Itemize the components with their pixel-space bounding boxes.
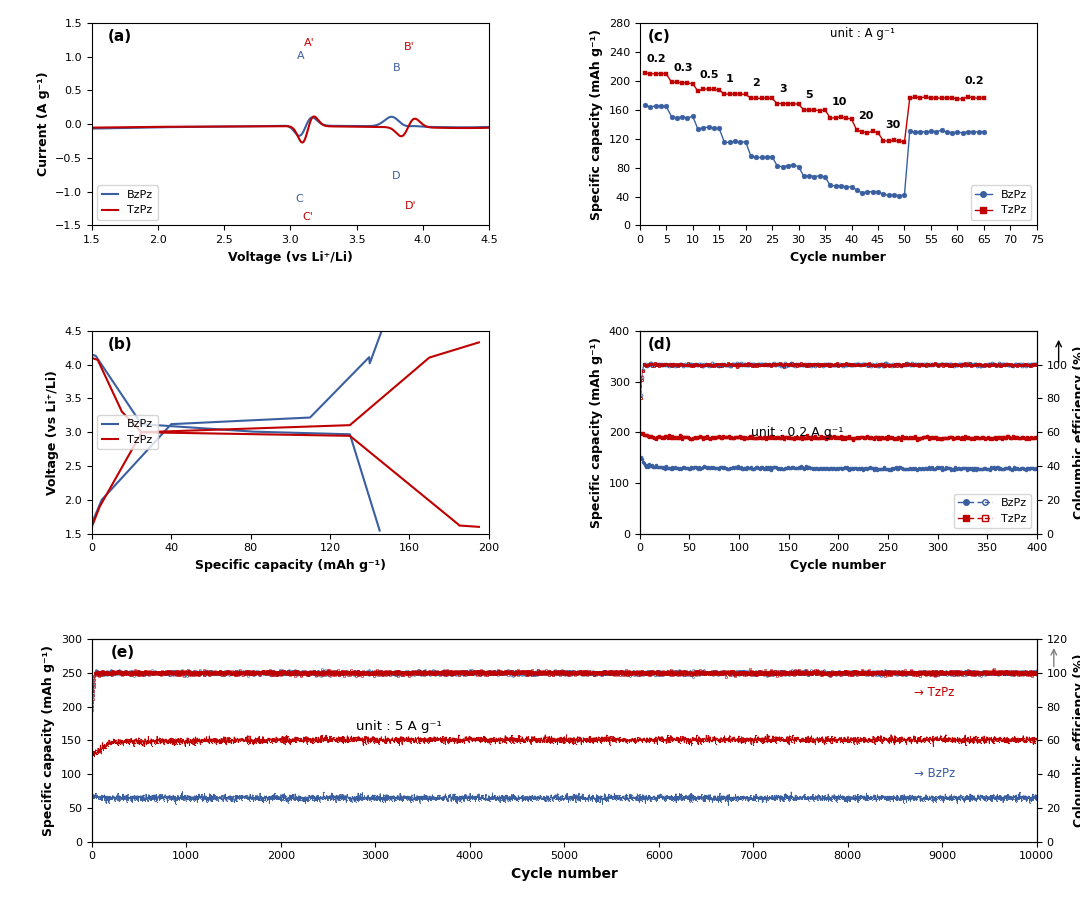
Text: → TzPz: → TzPz — [914, 686, 955, 699]
Text: (a): (a) — [108, 29, 132, 44]
Text: C': C' — [302, 212, 313, 222]
Text: D: D — [392, 171, 401, 181]
X-axis label: Cycle number: Cycle number — [791, 559, 887, 571]
Text: 2: 2 — [753, 78, 760, 88]
Text: (d): (d) — [648, 337, 672, 352]
Text: unit : 0.2 A g⁻¹: unit : 0.2 A g⁻¹ — [751, 426, 843, 440]
Y-axis label: Specific capacity (mAh g⁻¹): Specific capacity (mAh g⁻¹) — [590, 28, 604, 219]
Y-axis label: Specific capacity (mAh g⁻¹): Specific capacity (mAh g⁻¹) — [42, 645, 55, 836]
Y-axis label: Voltage (vs Li⁺/Li): Voltage (vs Li⁺/Li) — [45, 369, 58, 495]
X-axis label: Cycle number: Cycle number — [511, 867, 618, 881]
Text: (c): (c) — [648, 29, 671, 44]
Y-axis label: Specific capacity (mAh g⁻¹): Specific capacity (mAh g⁻¹) — [591, 337, 604, 528]
Text: 20: 20 — [859, 111, 874, 121]
X-axis label: Cycle number: Cycle number — [791, 251, 887, 264]
Text: 5: 5 — [806, 90, 813, 100]
Text: unit : 5 A g⁻¹: unit : 5 A g⁻¹ — [356, 720, 442, 733]
Text: 0.2: 0.2 — [647, 54, 666, 64]
X-axis label: Voltage (vs Li⁺/Li): Voltage (vs Li⁺/Li) — [228, 251, 353, 264]
Text: C: C — [296, 195, 303, 205]
Text: (e): (e) — [111, 645, 135, 660]
Text: B': B' — [404, 42, 415, 52]
Legend: BzPz, TzPz: BzPz, TzPz — [954, 493, 1031, 528]
Text: 3: 3 — [779, 85, 786, 95]
Text: unit : A g⁻¹: unit : A g⁻¹ — [831, 27, 895, 40]
Text: 0.5: 0.5 — [700, 70, 719, 80]
Text: B: B — [392, 63, 400, 73]
Text: A': A' — [303, 37, 314, 47]
Text: 30: 30 — [885, 120, 900, 130]
Y-axis label: Coloumbic efficiency (%): Coloumbic efficiency (%) — [1074, 346, 1080, 519]
Legend: BzPz, TzPz: BzPz, TzPz — [97, 186, 158, 220]
Legend: BzPz, TzPz: BzPz, TzPz — [97, 415, 158, 450]
Text: D': D' — [405, 201, 417, 211]
Text: 0.3: 0.3 — [673, 64, 692, 74]
Text: (b): (b) — [108, 337, 133, 352]
Text: 10: 10 — [832, 97, 848, 107]
Text: A: A — [297, 51, 305, 61]
Text: → BzPz: → BzPz — [914, 767, 955, 780]
Text: 0.2: 0.2 — [964, 76, 984, 86]
Y-axis label: Current (A g⁻¹): Current (A g⁻¹) — [37, 72, 50, 177]
Text: 1: 1 — [726, 74, 733, 84]
Y-axis label: Coloumbic efficiency (%): Coloumbic efficiency (%) — [1074, 653, 1080, 827]
X-axis label: Specific capacity (mAh g⁻¹): Specific capacity (mAh g⁻¹) — [194, 559, 386, 571]
Legend: BzPz, TzPz: BzPz, TzPz — [971, 186, 1031, 220]
